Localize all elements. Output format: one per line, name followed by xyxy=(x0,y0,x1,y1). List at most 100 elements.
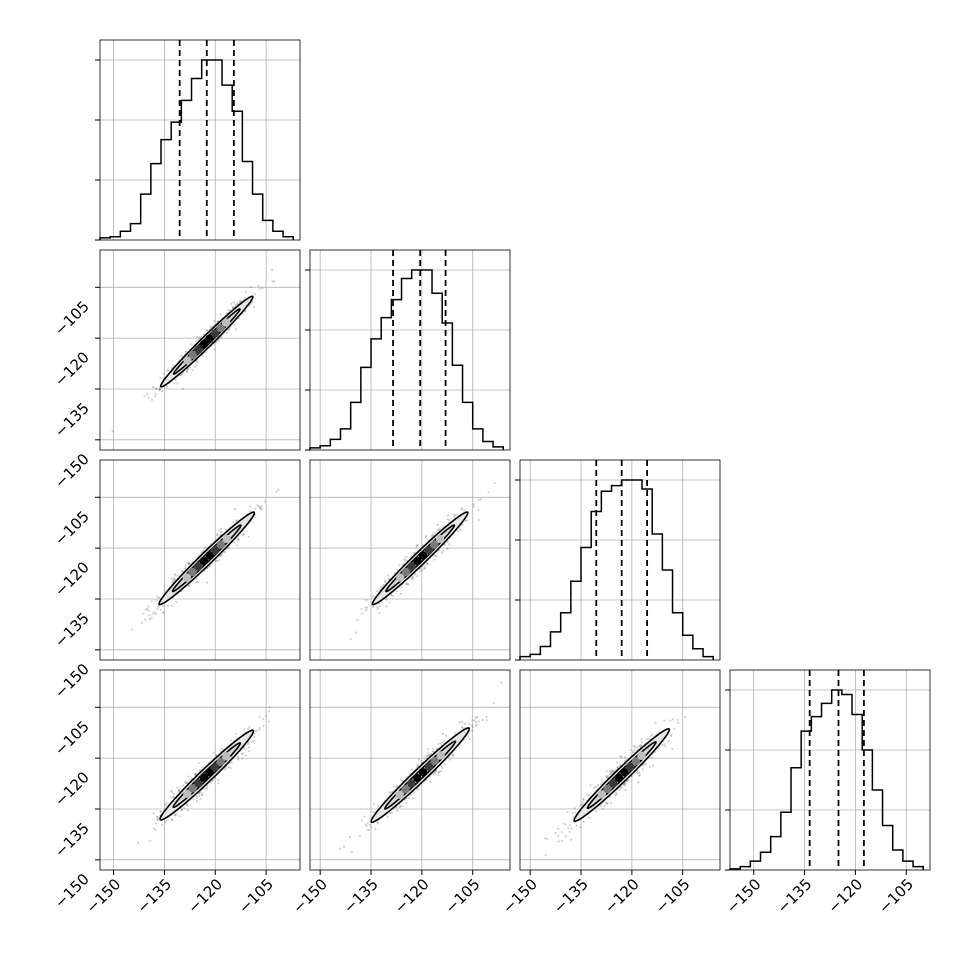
scatter-point xyxy=(236,537,240,540)
density-block xyxy=(211,545,220,555)
scatter-point xyxy=(212,751,215,754)
scatter-point xyxy=(165,802,168,805)
scatter-point xyxy=(416,574,419,578)
scatter-point xyxy=(640,741,643,744)
scatter-point xyxy=(451,753,454,757)
scatter-point xyxy=(217,559,221,562)
x-tick-label: −120 xyxy=(184,875,226,917)
marginal-panel-3 xyxy=(725,669,931,871)
scatter-point xyxy=(253,735,256,738)
scatter-point xyxy=(395,806,398,809)
scatter-point xyxy=(568,824,572,827)
scatter-point xyxy=(436,523,439,526)
scatter-point xyxy=(223,551,227,554)
scatter-point xyxy=(268,705,271,709)
scatter-point xyxy=(562,822,565,825)
x-tick-label: −120 xyxy=(824,875,866,917)
scatter-point xyxy=(156,595,159,598)
density-block xyxy=(631,757,641,766)
scatter-point xyxy=(605,776,609,780)
scatter-point xyxy=(423,757,426,760)
scatter-point xyxy=(406,582,409,585)
scatter-point xyxy=(148,613,151,617)
scatter-point xyxy=(180,808,184,811)
histogram-step xyxy=(309,269,504,450)
scatter-point xyxy=(232,521,235,524)
scatter-point xyxy=(180,354,183,358)
scatter-point xyxy=(152,386,155,389)
density-block xyxy=(620,768,629,777)
scatter-point xyxy=(448,543,451,546)
scatter-point xyxy=(438,771,441,774)
scatter-point xyxy=(648,765,651,768)
scatter-point xyxy=(444,763,447,766)
scatter-point xyxy=(599,783,602,786)
panel-frame xyxy=(309,249,511,451)
scatter-point xyxy=(252,740,255,743)
scatter-point xyxy=(425,561,428,564)
scatter-point xyxy=(492,702,495,705)
scatter-point xyxy=(170,789,173,792)
scatter-point xyxy=(615,793,618,796)
x-tick-label: −135 xyxy=(133,875,175,917)
scatter-point xyxy=(381,585,384,588)
scatter-point xyxy=(247,743,250,746)
scatter-point xyxy=(253,305,256,309)
scatter-point xyxy=(220,527,223,530)
scatter-point xyxy=(173,578,176,582)
scatter-point xyxy=(649,735,652,738)
scatter-point xyxy=(461,727,464,730)
scatter-point xyxy=(230,739,233,742)
scatter-point xyxy=(174,814,177,817)
scatter-point xyxy=(250,520,253,523)
scatter-point xyxy=(217,778,220,781)
scatter-point xyxy=(620,785,623,789)
pair-panel-3-1 xyxy=(309,669,511,871)
scatter-point xyxy=(220,553,223,557)
scatter-point xyxy=(435,529,439,532)
scatter-point xyxy=(419,759,423,762)
scatter-point xyxy=(463,509,466,512)
scatter-point xyxy=(423,566,426,570)
scatter-point xyxy=(620,756,623,759)
scatter-point xyxy=(275,490,278,493)
scatter-point xyxy=(433,771,437,775)
scatter-point xyxy=(155,387,158,390)
scatter-point xyxy=(485,715,488,719)
scatter-point xyxy=(158,596,161,599)
scatter-point xyxy=(458,721,461,724)
scatter-point xyxy=(615,761,619,764)
scatter-point xyxy=(391,811,394,814)
scatter-point xyxy=(475,720,478,724)
scatter-point xyxy=(257,728,260,732)
scatter-point xyxy=(172,792,175,795)
scatter-point xyxy=(143,395,146,398)
scatter-point xyxy=(247,535,250,538)
scatter-point xyxy=(150,600,153,603)
scatter-point xyxy=(435,554,438,558)
scatter-point xyxy=(606,774,610,778)
scatter-point xyxy=(159,376,162,379)
scatter-point xyxy=(361,612,364,615)
scatter-point xyxy=(601,807,604,811)
scatter-point xyxy=(589,784,592,787)
scatter-point xyxy=(365,609,368,612)
scatter-point xyxy=(198,761,201,765)
scatter-point xyxy=(159,608,162,611)
scatter-point xyxy=(166,369,169,372)
x-tick-label: −150 xyxy=(499,875,541,917)
scatter-point xyxy=(414,573,417,576)
scatter-point xyxy=(431,750,434,753)
scatter-point xyxy=(615,791,618,794)
scatter-point xyxy=(646,738,649,741)
scatter-point xyxy=(156,607,159,611)
scatter-point xyxy=(247,727,250,730)
scatter-point xyxy=(235,519,239,522)
scatter-point xyxy=(582,797,585,800)
scatter-point xyxy=(201,354,204,357)
panel-frame xyxy=(99,459,301,661)
scatter-point xyxy=(225,331,228,334)
density-block xyxy=(424,545,433,555)
scatter-point xyxy=(242,312,245,316)
pair-panel-3-0 xyxy=(99,669,301,871)
